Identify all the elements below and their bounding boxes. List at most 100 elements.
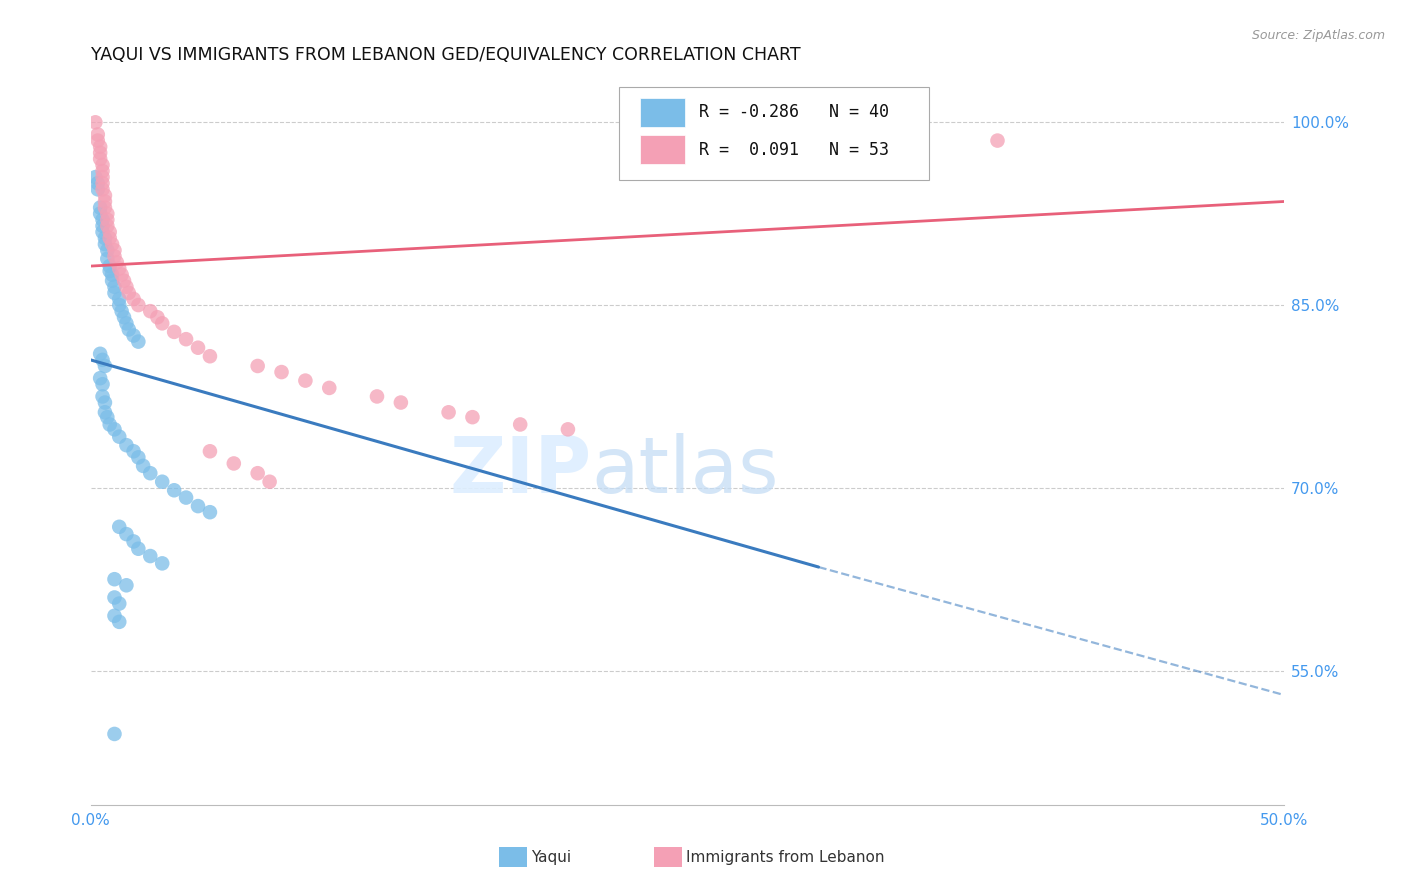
Point [187,341,209,355]
Point [91,225,114,239]
Point [94,359,117,373]
Text: YAQUI VS IMMIGRANTS FROM LEBANON GED/EQUIVALENCY CORRELATION CHART: YAQUI VS IMMIGRANTS FROM LEBANON GED/EQU… [90,46,800,64]
Point [108,292,131,306]
Point [98,225,121,239]
Point [150,475,173,489]
Point [103,608,125,623]
Point [163,483,186,498]
Point [96,410,118,425]
Point [509,417,531,432]
Text: Immigrants from Lebanon: Immigrants from Lebanon [686,850,884,864]
FancyBboxPatch shape [640,136,685,164]
Text: ZIP: ZIP [450,434,592,509]
Point [118,285,141,300]
Point [94,237,117,252]
FancyBboxPatch shape [640,98,685,127]
Point [94,405,117,419]
Point [108,430,131,444]
Point [96,207,118,221]
Point [87,128,110,142]
Point [187,499,209,513]
Point [259,475,281,489]
Point [163,325,186,339]
Point [91,182,114,196]
Point [91,352,114,367]
Point [94,231,117,245]
Point [91,158,114,172]
Point [111,268,134,282]
Point [94,194,117,209]
Point [127,541,149,556]
Point [103,591,125,605]
Point [89,371,111,385]
Point [108,615,131,629]
Point [115,316,138,330]
Point [89,145,111,160]
Point [112,274,135,288]
Point [94,188,117,202]
Point [222,457,245,471]
Point [461,410,484,425]
Point [101,274,124,288]
Point [105,255,128,269]
Point [557,422,579,436]
FancyBboxPatch shape [619,87,929,179]
Point [270,365,292,379]
Point [91,176,114,190]
Point [103,727,125,741]
Point [111,304,134,318]
Point [103,249,125,263]
Point [139,466,162,480]
Point [150,557,173,571]
Point [122,328,145,343]
Point [127,298,149,312]
Point [87,176,110,190]
Point [198,505,221,519]
Point [318,381,340,395]
Point [174,491,197,505]
Point [108,520,131,534]
Point [84,115,107,129]
Text: R = -0.286   N = 40: R = -0.286 N = 40 [699,103,889,121]
Point [96,219,118,233]
Text: Yaqui: Yaqui [531,850,572,864]
Point [108,261,131,276]
Point [108,298,131,312]
Point [89,139,111,153]
Text: atlas: atlas [592,434,779,509]
Point [89,347,111,361]
Point [103,572,125,586]
Point [198,349,221,363]
Point [389,395,412,409]
Point [115,280,138,294]
Point [246,359,269,373]
Point [84,170,107,185]
Point [986,134,1008,148]
Point [118,322,141,336]
Point [91,377,114,392]
Point [115,527,138,541]
Point [96,252,118,266]
Point [112,310,135,325]
Point [91,219,114,233]
Point [98,259,121,273]
Point [108,597,131,611]
Point [127,334,149,349]
Point [132,458,155,473]
Point [139,304,162,318]
Point [103,285,125,300]
Point [103,244,125,258]
Point [115,438,138,452]
Point [103,422,125,436]
Point [94,395,117,409]
Point [96,244,118,258]
Point [98,231,121,245]
Point [98,264,121,278]
Point [246,466,269,480]
Point [101,268,124,282]
Text: Source: ZipAtlas.com: Source: ZipAtlas.com [1251,29,1385,42]
Point [94,201,117,215]
Point [139,549,162,563]
Point [115,578,138,592]
Point [98,417,121,432]
